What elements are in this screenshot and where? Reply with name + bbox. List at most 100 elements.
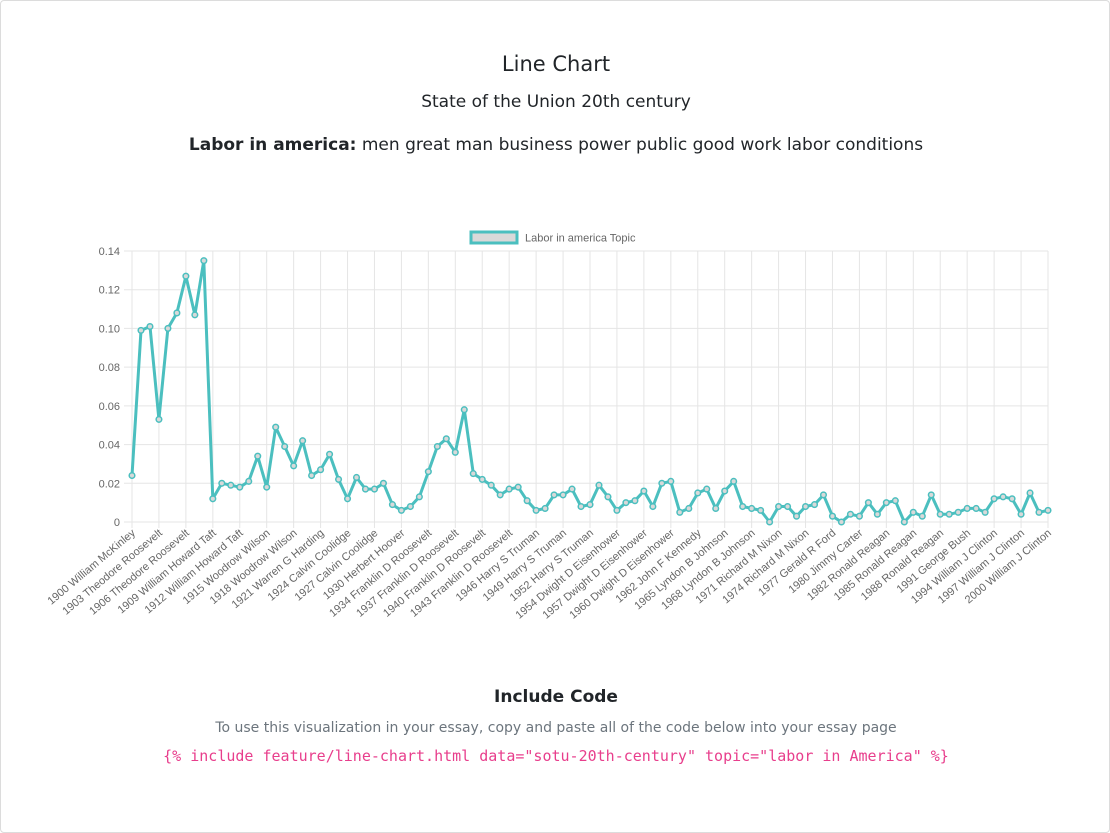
data-point xyxy=(739,502,747,511)
data-point xyxy=(388,501,396,509)
data-point xyxy=(236,483,244,491)
data-point xyxy=(487,481,495,489)
data-point xyxy=(550,491,558,499)
data-point xyxy=(1008,495,1016,503)
data-point xyxy=(415,493,423,501)
data-point xyxy=(667,477,675,485)
data-point xyxy=(730,477,738,485)
topic-label: Labor in america: xyxy=(188,135,357,155)
data-point xyxy=(900,518,908,526)
data-point xyxy=(191,311,199,319)
data-point xyxy=(245,477,253,485)
data-point xyxy=(559,491,567,499)
legend-label: Labor in america Topic xyxy=(525,233,636,245)
data-point xyxy=(361,485,370,493)
data-point xyxy=(810,501,819,509)
data-point xyxy=(954,508,962,516)
data-point xyxy=(523,497,531,505)
data-point xyxy=(748,504,756,513)
data-point xyxy=(352,473,361,482)
data-point xyxy=(281,442,289,451)
data-point xyxy=(855,512,863,520)
data-point xyxy=(873,510,881,518)
data-point xyxy=(703,485,711,493)
data-point xyxy=(469,470,477,478)
y-tick-label: 0.02 xyxy=(99,478,120,490)
data-point xyxy=(712,504,720,513)
data-point xyxy=(397,506,405,514)
y-tick-label: 0.06 xyxy=(99,401,120,413)
y-tick-label: 0.04 xyxy=(99,440,120,452)
data-point xyxy=(622,499,630,507)
data-point xyxy=(846,510,854,518)
y-tick-label: 0.10 xyxy=(99,323,120,335)
data-point xyxy=(442,435,450,443)
data-point xyxy=(164,324,172,332)
data-point xyxy=(209,495,217,503)
data-point xyxy=(128,471,136,480)
data-point xyxy=(595,481,603,489)
page-title: Line Chart xyxy=(501,52,611,76)
data-point xyxy=(640,487,648,495)
data-point xyxy=(694,489,702,497)
data-point xyxy=(137,326,145,334)
data-point xyxy=(460,406,468,414)
data-point xyxy=(424,468,432,476)
data-point xyxy=(649,502,657,511)
data-point xyxy=(299,437,307,445)
data-point xyxy=(882,499,890,507)
include-code-heading: Include Code xyxy=(494,687,618,707)
page-subtitle: State of the Union 20th century xyxy=(421,92,691,112)
y-tick-label: 0.14 xyxy=(99,246,120,258)
data-point xyxy=(200,257,208,265)
data-point xyxy=(990,495,998,503)
data-point xyxy=(1017,510,1025,518)
data-point xyxy=(766,518,774,526)
data-point xyxy=(936,510,944,518)
data-point xyxy=(451,448,459,456)
data-point xyxy=(496,491,504,499)
data-point xyxy=(963,504,971,513)
data-point xyxy=(909,508,917,516)
data-point xyxy=(272,423,280,431)
data-point xyxy=(334,475,343,483)
y-tick-label: 0.08 xyxy=(99,362,120,374)
data-point xyxy=(586,501,594,509)
data-point xyxy=(254,452,262,460)
data-point xyxy=(577,502,585,511)
data-point xyxy=(532,506,540,514)
data-point xyxy=(685,504,693,513)
data-point xyxy=(406,502,414,511)
data-point xyxy=(478,475,486,483)
data-point xyxy=(613,506,621,514)
data-point xyxy=(837,518,846,526)
data-point xyxy=(721,487,729,495)
data-point xyxy=(801,502,810,511)
data-point xyxy=(370,485,379,493)
data-point xyxy=(1035,508,1043,516)
data-point xyxy=(792,512,801,520)
data-point xyxy=(828,512,837,520)
data-point xyxy=(146,322,154,331)
y-tick-label: 0 xyxy=(114,517,120,529)
data-point xyxy=(676,508,684,516)
data-point xyxy=(568,485,576,493)
topic-line: Labor in america: men great man business… xyxy=(1,135,1110,155)
data-point xyxy=(317,466,325,474)
data-point xyxy=(891,497,899,505)
data-point xyxy=(173,309,181,317)
data-point xyxy=(604,493,612,501)
data-point xyxy=(290,462,298,470)
data-point xyxy=(658,479,666,487)
data-point xyxy=(784,502,792,511)
data-point xyxy=(514,483,522,491)
include-code-snippet[interactable]: {% include feature/line-chart.html data=… xyxy=(163,747,949,765)
data-point xyxy=(864,499,872,507)
data-point xyxy=(182,272,190,280)
y-tick-label: 0.12 xyxy=(99,285,120,297)
data-point xyxy=(927,491,935,499)
data-point xyxy=(227,481,235,489)
data-point xyxy=(308,471,316,480)
